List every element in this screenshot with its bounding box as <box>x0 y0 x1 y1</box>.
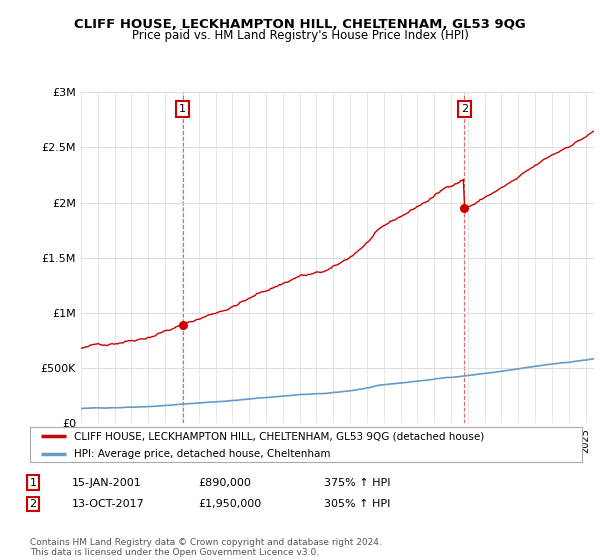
Text: 1: 1 <box>179 104 186 114</box>
Text: CLIFF HOUSE, LECKHAMPTON HILL, CHELTENHAM, GL53 9QG: CLIFF HOUSE, LECKHAMPTON HILL, CHELTENHA… <box>74 18 526 31</box>
Text: CLIFF HOUSE, LECKHAMPTON HILL, CHELTENHAM, GL53 9QG (detached house): CLIFF HOUSE, LECKHAMPTON HILL, CHELTENHA… <box>74 431 484 441</box>
Text: 13-OCT-2017: 13-OCT-2017 <box>72 499 145 509</box>
Text: 375% ↑ HPI: 375% ↑ HPI <box>324 478 391 488</box>
Text: Price paid vs. HM Land Registry's House Price Index (HPI): Price paid vs. HM Land Registry's House … <box>131 29 469 42</box>
Text: 1: 1 <box>29 478 37 488</box>
Text: 2: 2 <box>29 499 37 509</box>
Text: £1,950,000: £1,950,000 <box>198 499 261 509</box>
Text: Contains HM Land Registry data © Crown copyright and database right 2024.
This d: Contains HM Land Registry data © Crown c… <box>30 538 382 557</box>
Text: 305% ↑ HPI: 305% ↑ HPI <box>324 499 391 509</box>
Text: 2: 2 <box>461 104 468 114</box>
Text: HPI: Average price, detached house, Cheltenham: HPI: Average price, detached house, Chel… <box>74 449 331 459</box>
Text: £890,000: £890,000 <box>198 478 251 488</box>
Text: 15-JAN-2001: 15-JAN-2001 <box>72 478 142 488</box>
